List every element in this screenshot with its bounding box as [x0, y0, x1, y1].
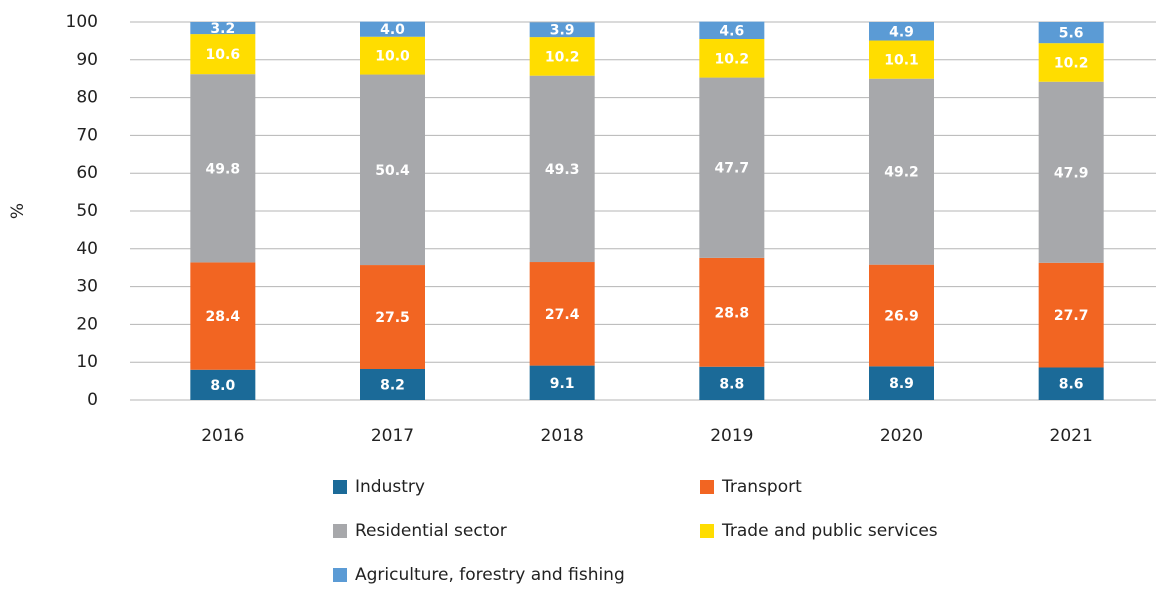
bar-segment [360, 36, 425, 75]
legend-label: Industry [355, 477, 425, 497]
value-label: 27.7 [1054, 308, 1089, 324]
y-axis-label: % [8, 203, 28, 219]
bar-segment [190, 369, 256, 400]
y-tick-label: 30 [76, 277, 98, 297]
bar-segment [360, 265, 425, 370]
y-tick-label: 10 [76, 352, 98, 372]
value-label: 8.8 [719, 376, 744, 392]
bar-segment [699, 77, 765, 258]
bar-segment [1038, 43, 1104, 82]
value-label: 3.9 [550, 23, 575, 39]
bar-segment [869, 264, 934, 367]
value-label: 49.3 [545, 162, 580, 178]
value-label: 49.8 [206, 161, 241, 177]
bar-segment [190, 262, 256, 370]
bar-segment [699, 257, 765, 367]
bar-segment [529, 262, 595, 366]
bar-segment [1038, 262, 1104, 368]
x-tick-label: 2017 [371, 426, 414, 446]
bar-segment [360, 369, 425, 400]
value-label: 47.9 [1054, 165, 1089, 181]
value-label: 4.0 [380, 22, 405, 38]
value-label: 3.2 [210, 21, 235, 37]
value-label: 4.6 [719, 23, 744, 39]
legend-label: Trade and public services [721, 521, 938, 541]
value-label: 26.9 [884, 309, 919, 325]
bar-segment [190, 34, 256, 75]
value-label: 10.2 [1054, 55, 1089, 71]
y-tick-label: 90 [76, 50, 98, 70]
legend-swatch [333, 524, 347, 538]
bar-segment [1038, 367, 1104, 400]
bar-segment [360, 21, 425, 37]
legend-label: Agriculture, forestry and fishing [355, 565, 625, 585]
legend-label: Transport [721, 477, 802, 497]
value-label: 8.6 [1059, 377, 1084, 393]
bar-segment [1038, 81, 1104, 263]
bar-segment [869, 22, 934, 41]
value-label: 27.4 [545, 307, 580, 323]
bar-segment [1038, 22, 1104, 44]
y-tick-label: 100 [66, 12, 98, 32]
bar-segment [529, 75, 595, 263]
value-label: 10.2 [545, 49, 580, 65]
value-label: 10.0 [375, 49, 410, 65]
legend-label: Residential sector [355, 521, 507, 541]
value-label: 10.2 [715, 51, 750, 67]
value-label: 8.2 [380, 378, 405, 394]
bar-segment [360, 74, 425, 266]
y-tick-label: 40 [76, 239, 98, 259]
legend-swatch [700, 480, 714, 494]
value-label: 28.8 [715, 305, 750, 321]
value-label: 8.9 [889, 376, 914, 392]
x-tick-label: 2020 [880, 426, 923, 446]
bar-segment [529, 37, 595, 76]
bar-segment [869, 40, 934, 79]
legend-swatch [700, 524, 714, 538]
value-label: 47.7 [715, 161, 750, 177]
x-tick-label: 2021 [1050, 426, 1093, 446]
value-label: 10.6 [206, 47, 241, 63]
bar-segment [529, 22, 595, 38]
value-label: 49.2 [884, 165, 919, 181]
legend-swatch [333, 568, 347, 582]
value-label: 4.9 [889, 24, 914, 40]
bar-segment [699, 39, 765, 78]
legend-swatch [333, 480, 347, 494]
bar-segment [529, 365, 595, 400]
value-label: 28.4 [206, 309, 241, 325]
x-tick-label: 2018 [541, 426, 584, 446]
y-tick-label: 0 [87, 390, 98, 410]
value-label: 5.6 [1059, 26, 1084, 42]
bar-segment [869, 366, 934, 400]
x-tick-label: 2016 [201, 426, 244, 446]
bar-segment [699, 21, 765, 40]
x-tick-label: 2019 [710, 426, 753, 446]
value-label: 27.5 [375, 310, 410, 326]
bar-segment [190, 22, 256, 35]
y-tick-label: 80 [76, 88, 98, 108]
y-tick-label: 50 [76, 201, 98, 221]
bar-segment [869, 78, 934, 265]
y-tick-label: 60 [76, 163, 98, 183]
value-label: 50.4 [375, 163, 410, 179]
value-label: 8.0 [210, 378, 235, 394]
bar-segment [190, 74, 256, 263]
value-label: 9.1 [550, 376, 575, 392]
value-label: 10.1 [884, 53, 919, 69]
bar-segment [699, 366, 765, 400]
y-tick-label: 20 [76, 314, 98, 334]
y-tick-label: 70 [76, 125, 98, 145]
